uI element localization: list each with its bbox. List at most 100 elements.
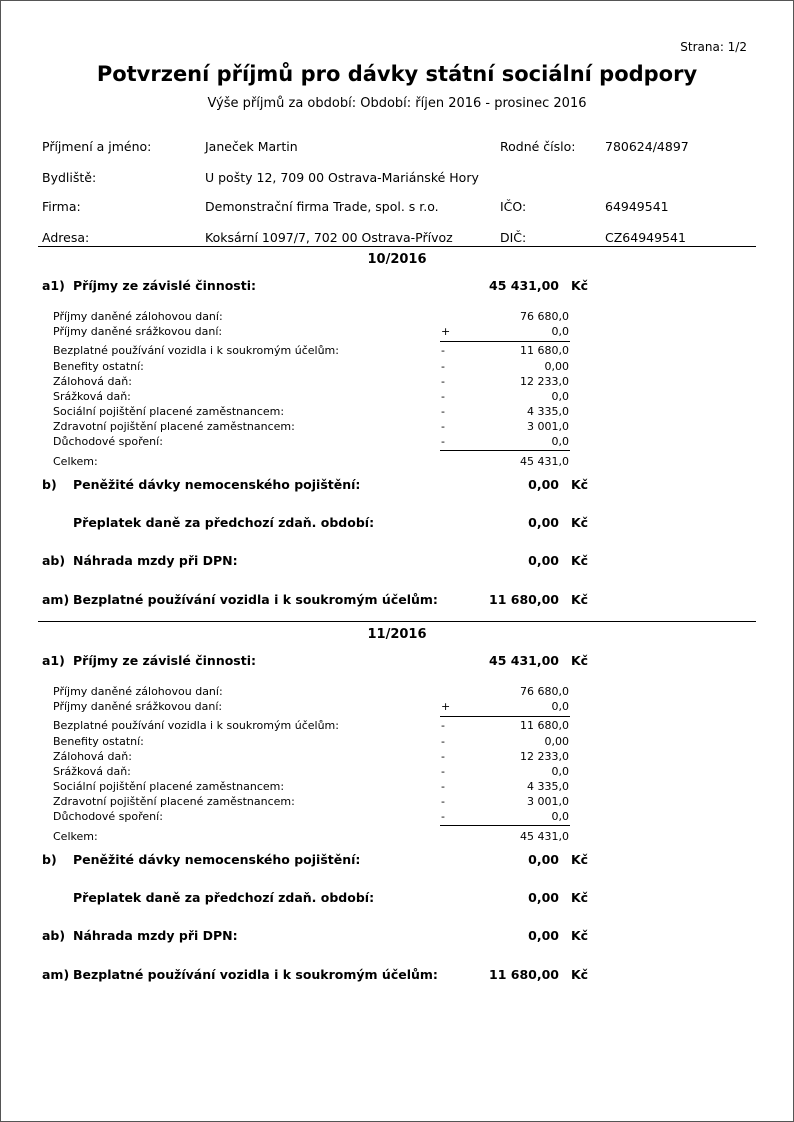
detail-sign: - (441, 765, 445, 778)
summary-prefix: b) (42, 477, 57, 492)
a1-label: Příjmy ze závislé činnosti: (73, 278, 257, 293)
a1-currency: Kč (571, 278, 589, 293)
company-value: Demonstrační firma Trade, spol. s r.o. (205, 199, 439, 214)
subtotal-line (440, 341, 570, 342)
name-value: Janeček Martin (205, 139, 298, 154)
detail-value: 11 680,0 (520, 344, 569, 357)
detail-label: Zálohová daň: (53, 375, 132, 388)
detail-label: Benefity ostatní: (53, 735, 144, 748)
detail-value: 0,00 (544, 360, 570, 373)
detail-value: 12 233,0 (520, 750, 569, 763)
divider (38, 621, 756, 622)
summary-currency: Kč (571, 928, 589, 943)
detail-sign: - (441, 375, 445, 388)
detail-value: 0,0 (551, 810, 570, 823)
summary-currency: Kč (571, 852, 589, 867)
detail-label: Srážková daň: (53, 390, 131, 403)
total-value: 45 431,0 (520, 455, 569, 468)
summary-currency: Kč (571, 592, 589, 607)
summary-label: Přeplatek daně za předchozí zdaň. období… (73, 890, 375, 905)
detail-sign: - (441, 360, 445, 373)
summary-value: 11 680,00 (489, 592, 559, 607)
document-title: Potvrzení příjmů pro dávky státní sociál… (96, 62, 698, 86)
detail-sign: - (441, 405, 445, 418)
detail-value: 3 001,0 (527, 795, 569, 808)
detail-value: 76 680,0 (520, 310, 569, 323)
summary-currency: Kč (571, 515, 589, 530)
birth-value: 780624/4897 (605, 139, 689, 154)
summary-prefix: ab) (42, 928, 66, 943)
ico-value: 64949541 (605, 199, 669, 214)
detail-value: 0,0 (551, 390, 570, 403)
summary-value: 0,00 (528, 928, 559, 943)
company-label: Firma: (42, 199, 81, 214)
detail-value: 76 680,0 (520, 685, 569, 698)
name-label: Příjmení a jméno: (42, 139, 152, 154)
detail-value: 0,00 (544, 735, 570, 748)
summary-currency: Kč (571, 477, 589, 492)
detail-value: 3 001,0 (527, 420, 569, 433)
document-subtitle: Výše příjmů za období: Období: říjen 201… (207, 96, 587, 111)
detail-sign: - (441, 719, 445, 732)
detail-sign: - (441, 780, 445, 793)
detail-sign: - (441, 344, 445, 357)
a1-prefix: a1) (42, 653, 65, 668)
detail-label: Sociální pojištění placené zaměstnancem: (53, 405, 285, 418)
detail-label: Benefity ostatní: (53, 360, 144, 373)
a1-prefix: a1) (42, 278, 65, 293)
summary-currency: Kč (571, 553, 589, 568)
a1-value: 45 431,00 (489, 653, 559, 668)
address-value: U pošty 12, 709 00 Ostrava-Mariánské Hor… (205, 170, 479, 185)
detail-value: 11 680,0 (520, 719, 569, 732)
detail-label: Příjmy daněné srážkovou daní: (53, 700, 223, 713)
summary-value: 0,00 (528, 515, 559, 530)
summary-prefix: am) (42, 967, 70, 982)
total-label: Celkem: (53, 455, 98, 468)
summary-label: Bezplatné používání vozidla i k soukromý… (73, 967, 438, 982)
detail-value: 4 335,0 (527, 405, 569, 418)
ico-label: IČO: (500, 199, 527, 214)
detail-sign: + (441, 700, 451, 713)
address-label: Bydliště: (42, 170, 97, 185)
month-heading: 10/2016 (367, 252, 427, 267)
summary-prefix: am) (42, 592, 70, 607)
detail-sign: - (441, 795, 445, 808)
page-number: Strana: 1/2 (680, 40, 747, 54)
total-line (440, 825, 570, 826)
total-line (440, 450, 570, 451)
a1-currency: Kč (571, 653, 589, 668)
detail-label: Sociální pojištění placené zaměstnancem: (53, 780, 285, 793)
total-label: Celkem: (53, 830, 98, 843)
detail-value: 0,0 (551, 700, 570, 713)
summary-currency: Kč (571, 890, 589, 905)
summary-label: Náhrada mzdy při DPN: (73, 928, 238, 943)
summary-prefix: ab) (42, 553, 66, 568)
detail-label: Příjmy daněné zálohovou daní: (53, 310, 223, 323)
summary-label: Bezplatné používání vozidla i k soukromý… (73, 592, 438, 607)
company-address-value: Koksární 1097/7, 702 00 Ostrava-Přívoz (205, 230, 453, 245)
detail-sign: - (441, 810, 445, 823)
summary-value: 0,00 (528, 553, 559, 568)
summary-label: Přeplatek daně za předchozí zdaň. období… (73, 515, 375, 530)
detail-value: 4 335,0 (527, 780, 569, 793)
detail-label: Příjmy daněné srážkovou daní: (53, 325, 223, 338)
divider (38, 246, 756, 247)
detail-label: Důchodové spoření: (53, 435, 163, 448)
detail-sign: - (441, 435, 445, 448)
detail-sign: - (441, 390, 445, 403)
detail-label: Bezplatné používání vozidla i k soukromý… (53, 344, 339, 357)
total-value: 45 431,0 (520, 830, 569, 843)
summary-value: 0,00 (528, 852, 559, 867)
dic-value: CZ64949541 (605, 230, 686, 245)
dic-label: DIČ: (500, 230, 527, 245)
summary-value: 0,00 (528, 890, 559, 905)
a1-value: 45 431,00 (489, 278, 559, 293)
summary-value: 11 680,00 (489, 967, 559, 982)
a1-label: Příjmy ze závislé činnosti: (73, 653, 257, 668)
detail-label: Bezplatné používání vozidla i k soukromý… (53, 719, 339, 732)
summary-label: Náhrada mzdy při DPN: (73, 553, 238, 568)
summary-label: Peněžité dávky nemocenského pojištění: (73, 477, 361, 492)
detail-label: Příjmy daněné zálohovou daní: (53, 685, 223, 698)
detail-label: Zdravotní pojištění placené zaměstnancem… (53, 795, 295, 808)
detail-label: Zálohová daň: (53, 750, 132, 763)
